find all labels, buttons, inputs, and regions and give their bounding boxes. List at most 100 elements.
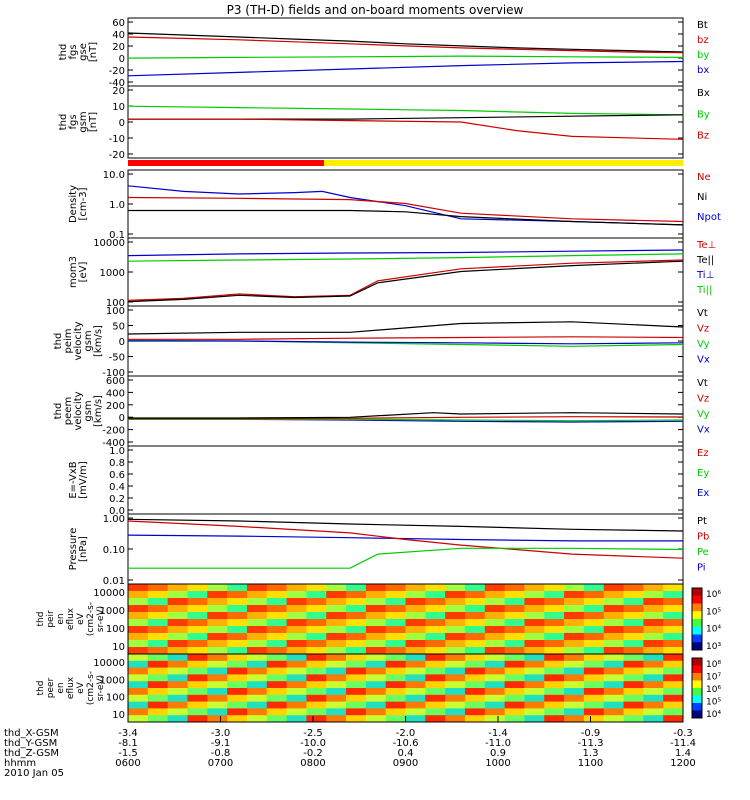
spectrogram-cell xyxy=(167,626,188,634)
spectrogram-cell xyxy=(346,701,367,709)
spectrogram-cell xyxy=(207,667,228,675)
colorbar-segment xyxy=(692,665,702,674)
colorbar-segment xyxy=(692,611,702,620)
spectrogram-cell xyxy=(425,605,446,613)
spectrogram-cell xyxy=(286,584,307,592)
spectrogram-cell xyxy=(227,660,248,669)
spectrogram-cell xyxy=(385,688,406,696)
y-axis-label-line: gsm xyxy=(78,111,89,132)
spectrogram-cell xyxy=(326,591,347,599)
panel-frame xyxy=(127,17,684,87)
spectrogram-cell xyxy=(385,667,406,675)
spectrogram-cell xyxy=(346,591,367,599)
spectrogram-cell xyxy=(583,660,605,669)
spectrogram-cell xyxy=(346,640,367,648)
spectrogram-cell xyxy=(306,681,327,689)
spectrogram-cell xyxy=(425,633,446,641)
spectrogram-cell xyxy=(425,660,446,669)
spectrogram-cell xyxy=(445,605,466,613)
spectrogram-cell xyxy=(246,640,268,648)
spectrogram-cell xyxy=(187,681,208,689)
spectrogram-cell xyxy=(544,619,565,627)
spectrogram-cell xyxy=(484,681,506,689)
colorbar-segment xyxy=(692,695,702,704)
spectrogram-cell xyxy=(326,626,347,634)
spectrogram-cell xyxy=(326,612,347,620)
spectrogram-cell xyxy=(643,715,664,723)
y-axis-label-line: peir xyxy=(46,610,56,628)
spectrogram-cell xyxy=(623,619,644,627)
spectrogram-cell xyxy=(365,633,387,641)
spectrogram-cell xyxy=(425,701,446,709)
y-tick-label: 1.0 xyxy=(109,446,125,457)
y-axis-label: thd peir en eflux eV (cm2-s-sr-eV) xyxy=(36,602,106,636)
spectrogram-cell xyxy=(385,640,406,648)
spectrogram-cell xyxy=(623,647,644,655)
y-tick-label: 1.00 xyxy=(103,514,125,525)
y-tick-label: 0.2 xyxy=(109,494,125,505)
spectrogram-cell xyxy=(227,591,248,599)
spectrogram-cell xyxy=(207,605,228,613)
x-axis-row-label: thd_Y-GSM xyxy=(4,738,57,749)
series-line xyxy=(127,32,684,53)
spectrogram-cell xyxy=(306,688,327,696)
spectrogram-cell xyxy=(365,715,387,723)
panel-frame xyxy=(127,445,684,515)
spectrogram-cell xyxy=(643,694,664,703)
y-axis-label-line: eV xyxy=(76,681,86,694)
spectrogram-cell xyxy=(385,605,406,613)
spectrogram-cell xyxy=(583,640,605,648)
spectrogram-cell xyxy=(564,708,585,716)
y-axis-label-line: (cm2-s- xyxy=(86,602,96,636)
spectrogram-cell xyxy=(286,688,307,696)
spectrogram-cell xyxy=(484,584,506,592)
spectrogram-cell xyxy=(326,660,347,669)
spectrogram-cell xyxy=(564,605,585,613)
colorbar-tick-label: 10⁵ xyxy=(706,698,721,708)
legend-entry: Vz xyxy=(697,394,709,405)
spectrogram-cell xyxy=(385,674,406,682)
spectrogram-cell xyxy=(306,674,327,682)
spectrogram-cell xyxy=(266,660,288,669)
spectrogram-cell xyxy=(266,674,288,682)
spectrogram-cell xyxy=(564,667,585,675)
spectrogram-cell xyxy=(504,708,525,716)
spectrogram-cell xyxy=(445,654,466,662)
spectrogram-cell xyxy=(246,667,268,675)
spectrogram-cell xyxy=(663,584,684,592)
series-line xyxy=(128,416,684,420)
spectrogram-cell xyxy=(544,667,565,675)
spectrogram-cell xyxy=(167,701,188,709)
y-axis-label: thd fgs gse [nT] xyxy=(58,42,99,62)
spectrogram-cell xyxy=(128,674,149,682)
spectrogram-cell xyxy=(128,633,149,641)
series-line xyxy=(128,412,684,419)
colorbar-tick-label: 10⁵ xyxy=(706,607,721,617)
spectrogram-cell xyxy=(365,708,387,716)
spectrogram-cell xyxy=(266,667,288,675)
y-tick-label: 0.0 xyxy=(109,506,125,517)
spectrogram-cell xyxy=(365,654,387,662)
spectrogram-cell xyxy=(346,674,367,682)
spectrogram-cell xyxy=(385,654,406,662)
colorbar-tick-label: 10⁴ xyxy=(706,625,721,635)
y-axis-label-line: gsm xyxy=(83,400,94,421)
spectrogram-cell xyxy=(464,584,486,592)
spectrogram-cell xyxy=(128,619,149,627)
spectrogram-cell xyxy=(286,605,307,613)
y-tick-label: 20 xyxy=(112,86,125,97)
spectrogram-cell xyxy=(365,584,387,592)
y-axis-label-line: velocity xyxy=(73,391,84,430)
x-tick-y-label: -8.1 xyxy=(118,738,138,749)
x-tick-x-label: -3.4 xyxy=(118,728,138,739)
spectrogram-cell xyxy=(445,626,466,634)
spectrogram-cell xyxy=(405,688,426,696)
spectrogram-cell xyxy=(147,674,169,682)
spectrogram-cell xyxy=(346,633,367,641)
spectrogram-cell xyxy=(365,640,387,648)
spectrogram-cell xyxy=(306,640,327,648)
y-axis-label: thd fgs gsm [nT] xyxy=(58,111,99,132)
spectrogram-cell xyxy=(603,605,625,613)
spectrogram-cell xyxy=(147,647,169,655)
spectrogram-cell xyxy=(564,674,585,682)
